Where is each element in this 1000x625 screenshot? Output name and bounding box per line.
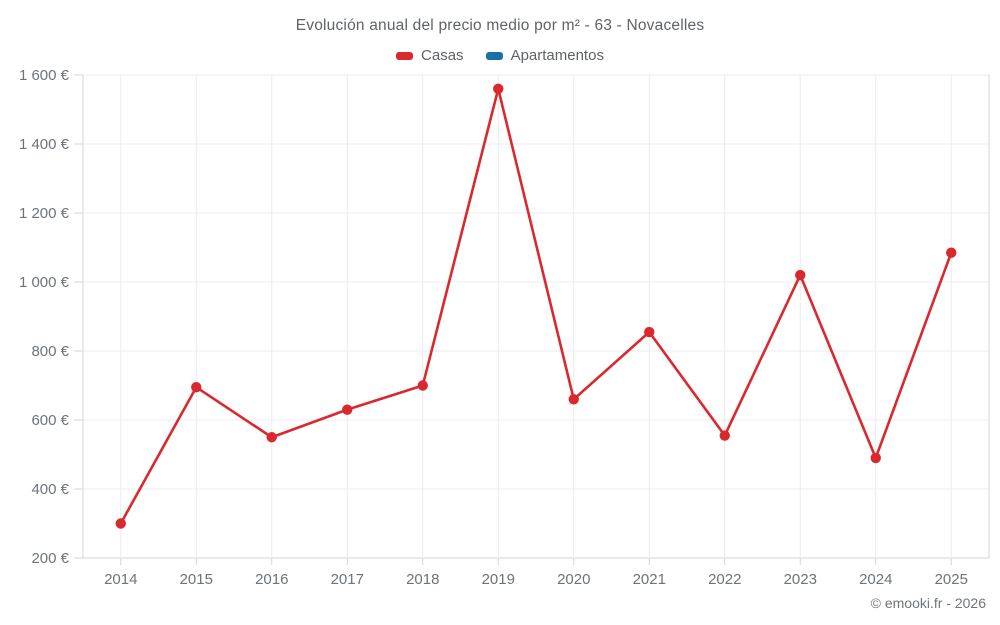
legend-label-casas: Casas	[421, 47, 464, 64]
copyright-watermark: © emooki.fr - 2026	[870, 595, 986, 611]
y-tick-label-600: 600 €	[31, 412, 69, 429]
y-tick-label-200: 200 €	[31, 550, 69, 567]
x-tick-label-2023: 2023	[784, 571, 817, 588]
y-tick-label-800: 800 €	[31, 343, 69, 360]
legend-item-apartamentos[interactable]: Apartamentos	[485, 47, 604, 64]
data-point-casas-2019[interactable]	[493, 83, 504, 95]
x-tick-label-2020: 2020	[557, 571, 590, 588]
data-point-casas-2014[interactable]	[115, 518, 126, 529]
x-tick-label-2015: 2015	[180, 571, 213, 588]
data-point-casas-2021[interactable]	[644, 326, 655, 338]
data-point-casas-2018[interactable]	[417, 380, 428, 391]
y-tick-label-1000: 1 000 €	[19, 274, 70, 291]
y-tick-label-1200: 1 200 €	[19, 205, 70, 222]
data-point-casas-2016[interactable]	[266, 432, 277, 443]
apartamentos-color-swatch	[485, 51, 503, 60]
legend-label-apartamentos: Apartamentos	[510, 47, 604, 64]
x-tick-label-2017: 2017	[331, 571, 364, 588]
x-tick-label-2018: 2018	[406, 571, 439, 588]
casas-color-swatch	[396, 51, 414, 60]
x-tick-label-2014: 2014	[104, 571, 137, 588]
data-point-casas-2015[interactable]	[191, 382, 202, 393]
data-point-casas-2024[interactable]	[870, 452, 881, 464]
y-tick-label-400: 400 €	[31, 481, 69, 498]
x-tick-label-2025: 2025	[935, 571, 968, 588]
x-tick-label-2024: 2024	[859, 571, 892, 588]
legend-item-casas[interactable]: Casas	[396, 47, 464, 64]
x-tick-label-2016: 2016	[255, 571, 288, 588]
data-point-casas-2020[interactable]	[568, 394, 579, 405]
chart-legend: Casas Apartamentos	[0, 47, 1000, 64]
y-tick-label-1600: 1 600 €	[19, 67, 70, 84]
x-tick-label-2022: 2022	[708, 571, 741, 588]
chart-title: Evolución anual del precio medio por m² …	[295, 17, 705, 34]
y-tick-label-1400: 1 400 €	[19, 136, 70, 153]
data-point-casas-2022[interactable]	[719, 430, 730, 441]
data-point-casas-2023[interactable]	[795, 269, 806, 281]
data-point-casas-2017[interactable]	[342, 404, 353, 415]
x-tick-label-2019: 2019	[482, 571, 515, 588]
series-line-casas	[119, 87, 953, 525]
x-tick-label-2021: 2021	[633, 571, 666, 588]
data-point-casas-2025[interactable]	[946, 247, 957, 258]
